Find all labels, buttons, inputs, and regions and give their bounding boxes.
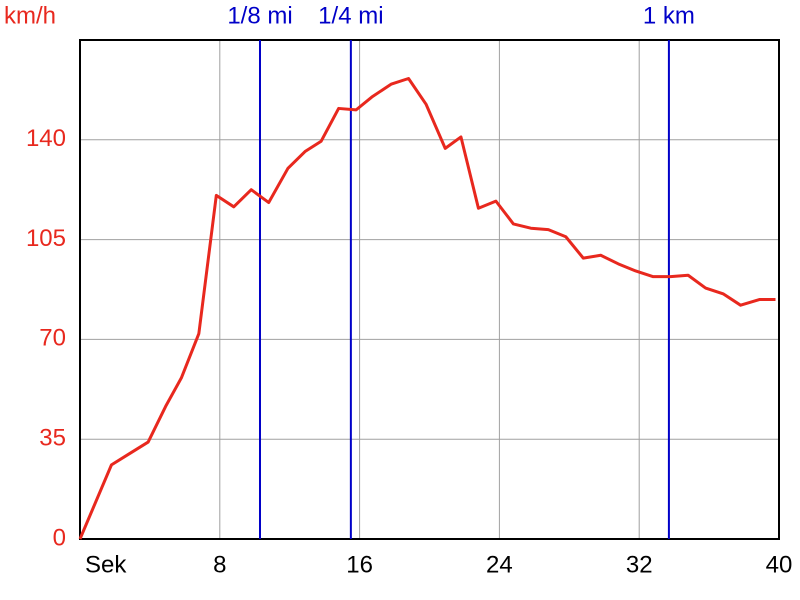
x-tick-label: 8	[213, 551, 226, 578]
y-tick-label: 35	[39, 425, 66, 452]
x-tick-label: 16	[346, 551, 373, 578]
speed-line	[78, 76, 776, 540]
distance-marker-label: 1/8 mi	[227, 2, 292, 29]
y-tick-label: 70	[39, 325, 66, 352]
y-tick-label: 140	[26, 125, 66, 152]
plot-frame	[79, 39, 780, 540]
x-tick-label: 24	[486, 551, 513, 578]
y-tick-label: 0	[53, 524, 66, 551]
x-tick-label: 32	[626, 551, 653, 578]
distance-marker-label: 1 km	[643, 2, 695, 29]
x-tick-label: 40	[766, 551, 793, 578]
y-tick-label: 105	[26, 225, 66, 252]
y-axis-label: km/h	[4, 2, 56, 29]
x-tick-label: Sek	[85, 551, 127, 578]
distance-marker-label: 1/4 mi	[318, 2, 383, 29]
